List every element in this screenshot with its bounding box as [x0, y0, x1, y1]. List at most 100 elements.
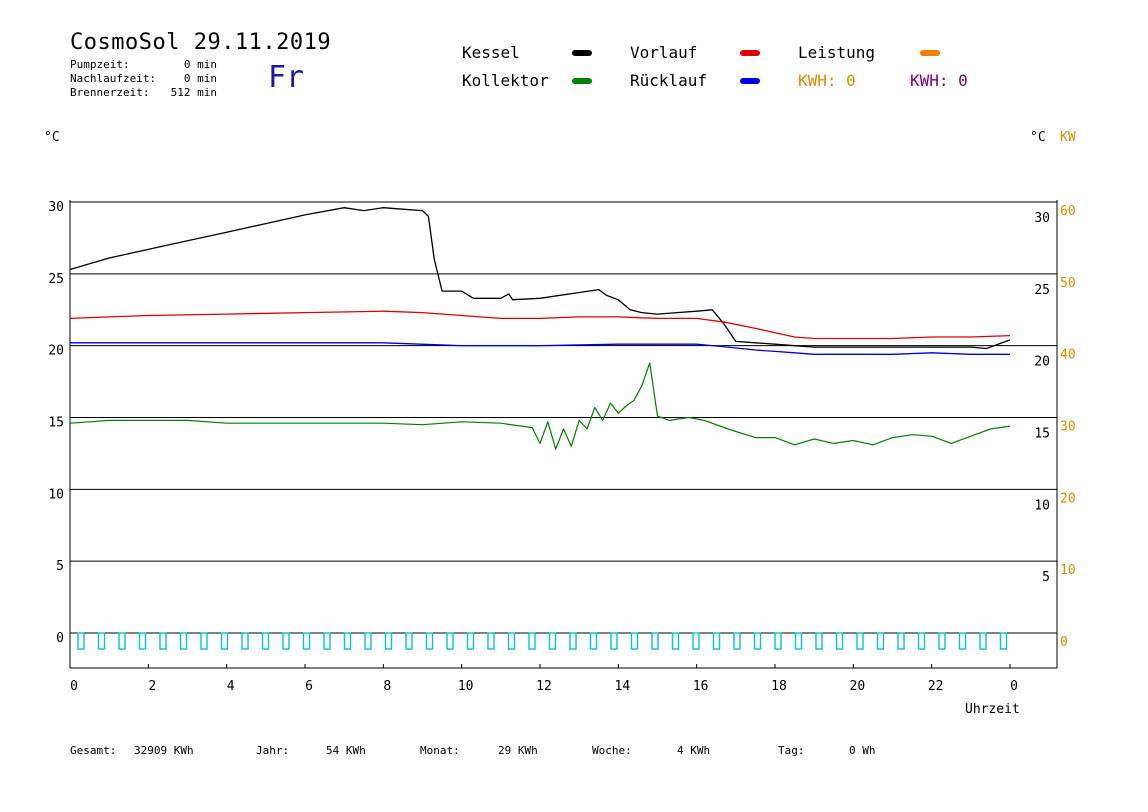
pump-marker — [323, 632, 331, 650]
series-line-kollektor — [69, 362, 1011, 450]
right-axis-unit-kw: KW — [1060, 130, 1076, 145]
y-tick-right: 15 — [1034, 427, 1050, 442]
stat-label-pumpzeit: Pumpzeit: — [70, 58, 130, 71]
y-tick-right: 30 — [1034, 211, 1050, 226]
pump-marker — [446, 632, 454, 650]
y2-tick: 60 — [1060, 204, 1076, 219]
legend-label-ruecklauf: Rücklauf — [630, 71, 708, 90]
footer-value-tag: 0 Wh — [849, 744, 876, 757]
stat-value-pumpzeit: 0 min — [183, 58, 217, 71]
y2-tick: 0 — [1060, 635, 1068, 650]
pump-marker — [241, 632, 249, 650]
pump-marker — [671, 632, 680, 650]
y2-tick: 20 — [1060, 491, 1076, 506]
x-tick-label: 16 — [693, 679, 709, 694]
footer-label-gesamt: Gesamt: — [70, 744, 117, 757]
x-tick-label: 0 — [1010, 679, 1018, 694]
pump-marker — [220, 632, 229, 650]
pump-marker — [97, 632, 106, 650]
pump-marker — [302, 632, 311, 650]
legend-swatch-leistung — [920, 50, 940, 56]
x-tick-label: 4 — [227, 679, 235, 694]
pump-marker — [774, 632, 782, 650]
pump-marker — [261, 632, 270, 650]
footer-value-woche: 4 KWh — [677, 744, 711, 757]
pump-marker — [507, 632, 516, 650]
legend-swatch-vorlauf — [740, 50, 760, 56]
right-axis-unit: °C — [1030, 130, 1046, 145]
pump-marker — [425, 632, 434, 650]
y-tick-right: 25 — [1034, 283, 1050, 298]
y2-tick: 10 — [1060, 563, 1076, 578]
footer-value-jahr: 54 KWh — [326, 744, 366, 757]
footer-label-tag: Tag: — [778, 744, 805, 757]
pump-marker — [712, 632, 721, 650]
chart-title: CosmoSol 29.11.2019 — [70, 30, 332, 55]
y2-tick: 40 — [1060, 348, 1076, 363]
y-tick-left: 0 — [56, 631, 64, 646]
legend-label-vorlauf: Vorlauf — [630, 43, 698, 62]
x-tick-label: 0 — [70, 679, 78, 694]
y2-tick: 30 — [1060, 420, 1076, 435]
pump-marker — [200, 632, 208, 650]
x-tick-label: 6 — [305, 679, 313, 694]
y-tick-left: 30 — [48, 200, 64, 215]
footer-label-woche: Woche: — [592, 744, 632, 757]
y-tick-right: 10 — [1034, 498, 1050, 513]
pump-marker — [138, 632, 147, 650]
footer-label-monat: Monat: — [420, 744, 460, 757]
legend-swatch-kollektor — [572, 78, 592, 84]
y-tick-left: 5 — [56, 559, 64, 574]
y-tick-right: 5 — [1042, 570, 1050, 585]
pump-marker — [384, 632, 393, 650]
stat-value-nachlaufzeit: 0 min — [183, 72, 217, 85]
pump-marker — [569, 632, 577, 650]
pump-marker — [528, 632, 536, 650]
legend-swatch-ruecklauf — [740, 78, 760, 84]
weekday-label: Fr — [268, 60, 305, 95]
y-tick-left: 10 — [48, 487, 64, 502]
pump-marker — [159, 632, 167, 650]
pump-marker — [118, 632, 126, 650]
y-tick-left: 20 — [48, 344, 64, 359]
x-tick-label: 10 — [458, 679, 474, 694]
x-tick-label: 22 — [928, 679, 944, 694]
x-tick-label: 20 — [850, 679, 866, 694]
legend-swatch-kessel — [572, 50, 592, 56]
pump-marker — [610, 632, 618, 650]
footer-label-jahr: Jahr: — [256, 744, 290, 757]
pump-marker — [589, 632, 598, 650]
pump-marker — [938, 632, 946, 650]
left-axis-unit: °C — [44, 130, 60, 145]
x-tick-label: 8 — [383, 679, 391, 694]
kwh-orange: KWH: 0 — [798, 71, 856, 90]
stat-value-brennerzeit: 512 min — [170, 86, 217, 99]
pump-marker — [876, 632, 885, 650]
pump-marker — [692, 632, 700, 650]
series-line-kessel — [69, 207, 1011, 350]
pump-marker — [856, 632, 864, 650]
x-tick-label: 12 — [536, 679, 552, 694]
pump-marker — [364, 632, 372, 650]
series-line-ruecklauf — [70, 342, 1010, 355]
pump-marker — [282, 632, 290, 650]
stat-label-nachlaufzeit: Nachlaufzeit: — [70, 72, 157, 85]
x-axis-label: Uhrzeit — [965, 702, 1020, 717]
stat-label-brennerzeit: Brennerzeit: — [70, 86, 150, 99]
pump-marker — [733, 632, 741, 650]
pump-marker — [405, 632, 413, 650]
x-tick-label: 18 — [771, 679, 787, 694]
series-line-vorlauf — [69, 310, 1011, 340]
kwh-purple: KWH: 0 — [910, 71, 968, 90]
pump-marker — [466, 632, 475, 650]
pump-marker — [753, 632, 762, 650]
pump-marker — [343, 632, 352, 650]
y-tick-left: 15 — [48, 416, 64, 431]
pump-marker — [548, 632, 557, 650]
legend-label-kessel: Kessel — [462, 43, 520, 62]
pump-marker — [651, 632, 659, 650]
pump-marker — [179, 632, 188, 650]
pump-marker — [630, 632, 639, 650]
y2-tick: 50 — [1060, 276, 1076, 291]
